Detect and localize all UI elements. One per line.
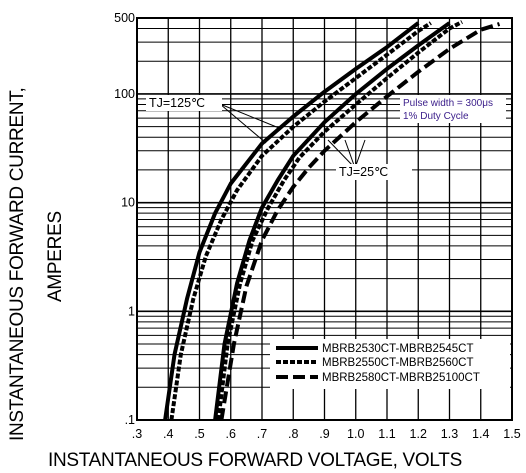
x-tick-label: 1.2	[410, 427, 427, 441]
pulse-width-note: Pulse width = 300μs	[403, 98, 493, 109]
legend: MBRB2530CT-MBRB2545CT MBRB2550CT-MBRB256…	[270, 339, 510, 389]
x-axis-title: INSTANTANEOUS FORWARD VOLTAGE, VOLTS	[48, 450, 462, 471]
y-axis-title-line1: INSTANTANEOUS FORWARD CURRENT,	[7, 88, 28, 441]
x-tick-label: .3	[132, 427, 142, 441]
x-tick-label: 1.3	[441, 427, 458, 441]
legend-label-1: MBRB2530CT-MBRB2545CT	[322, 343, 473, 355]
legend-label-3: MBRB2580CT-MBRB25100CT	[322, 372, 480, 384]
x-tick-label: .6	[226, 427, 236, 441]
x-tick-labels: .3 .4 .5 .6 .7 .8 .9 1.0 1.1 1.2 1.3 1.4 1.5	[132, 427, 521, 441]
series-line-2	[169, 21, 432, 421]
y-tick-label: 1	[128, 304, 135, 318]
x-tick-label: 1.4	[472, 427, 489, 441]
y-tick-label: 100	[114, 87, 135, 101]
y-axis-title-line2: AMPERES	[45, 211, 66, 302]
x-tick-label: 1.1	[378, 427, 395, 441]
tj-cold-pointer-a	[327, 139, 356, 169]
tj-cold-label: TJ=25℃	[339, 165, 388, 179]
x-tick-label: 1.0	[347, 427, 364, 441]
tj-hot-pointer-b	[219, 103, 280, 129]
series-line-4	[216, 20, 463, 421]
series-line-1	[163, 21, 420, 421]
tj-hot-label: TJ=125℃	[149, 96, 205, 110]
tj-cold-label-bg	[336, 164, 412, 180]
plot-frame	[136, 17, 513, 421]
tj-hot-label-bg	[146, 95, 222, 111]
x-tick-label: .5	[194, 427, 204, 441]
y-tick-label: 10	[121, 196, 135, 210]
y-tick-labels: .1 1 10 100 500	[114, 11, 135, 427]
x-tick-label: 1.5	[503, 427, 520, 441]
x-tick-label: .9	[319, 427, 329, 441]
series-line-3	[213, 21, 451, 421]
x-tick-label: .7	[257, 427, 267, 441]
pulse-note-bg	[400, 95, 506, 123]
series-lines	[163, 20, 501, 421]
y-tick-label: .1	[125, 413, 135, 427]
duty-cycle-note: 1% Duty Cycle	[403, 111, 469, 122]
y-tick-label: 500	[114, 11, 135, 25]
x-tick-label: .4	[163, 427, 173, 441]
tj-cold-pointer-b	[344, 139, 356, 169]
series-line-5	[219, 22, 501, 421]
x-tick-label: .8	[288, 427, 298, 441]
annotations: TJ=125℃ TJ=25℃ Pulse width = 300μs 1% Du…	[146, 95, 506, 180]
legend-label-2: MBRB2550CT-MBRB2560CT	[322, 357, 473, 369]
tj-cold-pointer-c	[354, 139, 366, 169]
tj-hot-pointer-a	[219, 103, 267, 144]
